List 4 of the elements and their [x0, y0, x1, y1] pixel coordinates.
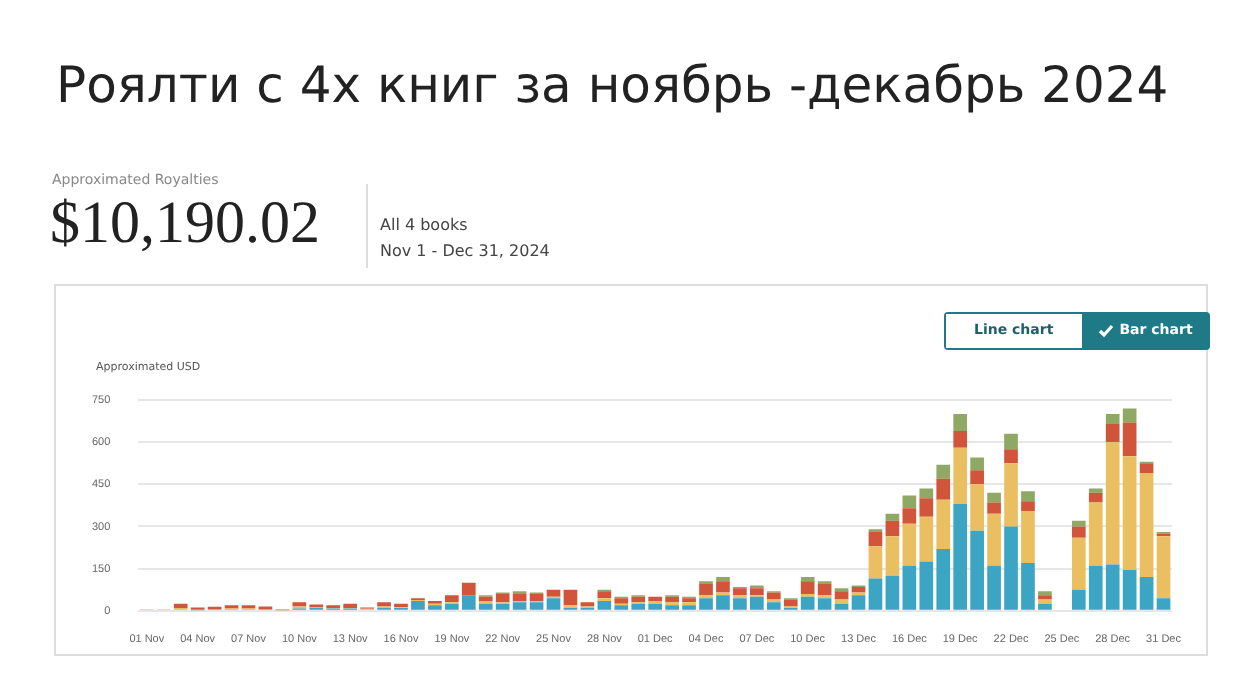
text: $10,190.02 [50, 190, 320, 258]
text: All 4 books [380, 216, 468, 234]
chart-title: Роялти с 4х книг за ноябрь -декабрь 2024 [56, 56, 1169, 114]
text: Nov 1 - Dec 31, 2024 [380, 242, 550, 260]
